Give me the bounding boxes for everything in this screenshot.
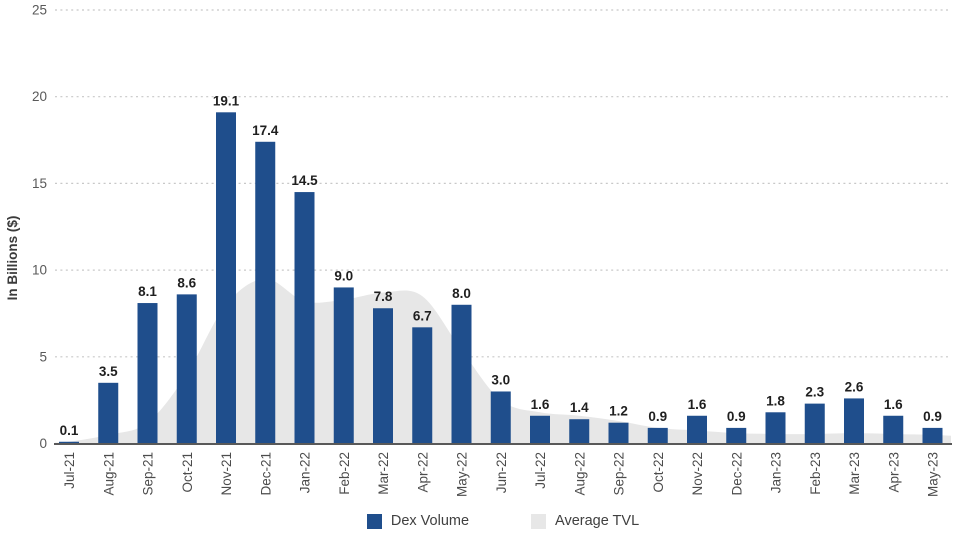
x-tick-label: Jul-22 [533,452,548,489]
bar-value-label: 0.9 [648,409,667,424]
bar [569,419,590,445]
bar [765,412,786,445]
bar [176,294,197,445]
x-tick-label: Apr-22 [415,452,430,493]
bar-value-label: 14.5 [291,173,318,188]
x-tick-label: Nov-21 [219,452,234,496]
x-tick-label: Sep-21 [141,452,156,496]
x-tick-label: Sep-22 [612,452,627,496]
x-tick-label: Jan-23 [769,452,784,493]
average-tvl-area [55,278,951,444]
bar [804,403,825,445]
x-tick-label: Oct-21 [180,452,195,493]
bar-value-label: 1.6 [531,397,550,412]
x-tick-label: Dec-21 [258,452,273,496]
bar-value-label: 3.5 [99,364,118,379]
bar [922,427,943,445]
x-tick-label: Mar-22 [376,452,391,495]
chart-svg: 0.1 3.5 8.1 8.6 19.1 17.4 14.5 9.0 7.8 6.7 8.0 3.0 1… [5,3,952,497]
bar-value-label: 8.6 [177,275,196,290]
bar [726,427,747,445]
bar [490,391,511,445]
bar [451,304,472,445]
x-tick-label: Dec-22 [729,452,744,496]
bar [98,382,119,445]
x-tick-label: Nov-22 [690,452,705,496]
bar-value-label: 0.1 [60,423,79,438]
bar-value-label: 2.3 [805,385,824,400]
bar [530,415,550,445]
bar-value-label: 7.8 [374,289,393,304]
bar [608,422,629,445]
legend: Dex Volume Average TVL [55,513,951,529]
bar-value-label: 1.4 [570,400,589,415]
bar [294,192,315,445]
bar [137,303,158,445]
x-tick-label: Jan-22 [298,452,313,493]
x-tick-label: Jun-22 [494,452,509,493]
bar [647,427,668,445]
x-tick-label: Mar-23 [847,452,862,495]
bar-value-label: 17.4 [252,123,279,138]
average-tvl-swatch [531,513,547,529]
x-tick-label: Jul-21 [62,452,77,489]
x-tick-label: Apr-23 [886,452,901,493]
bar-value-label: 8.1 [138,284,157,299]
bar-value-label: 6.7 [413,308,432,323]
y-axis-title: In Billions ($) [5,216,20,301]
bar [373,308,393,445]
bar-value-label: 0.9 [923,409,942,424]
bar [333,287,354,445]
bar [255,141,276,445]
bar-value-label: 2.6 [845,379,864,394]
legend-item-dex-volume: Dex Volume [366,513,470,529]
x-tick-label: Feb-22 [337,452,352,495]
bar-value-label: 8.0 [452,286,471,301]
bar-value-label: 1.6 [884,397,903,412]
bar-value-label: 1.6 [688,397,707,412]
bar-value-label: 3.0 [491,372,510,387]
y-tick-label: 0 [39,436,47,451]
y-tick-label: 10 [32,263,47,278]
legend-label-average-tvl: Average TVL [555,513,640,529]
y-tick-label: 5 [39,349,47,364]
x-tick-label: Feb-23 [808,452,823,495]
legend-label-dex-volume: Dex Volume [390,513,470,529]
x-tick-label: Aug-22 [572,452,587,496]
bar-value-label: 19.1 [213,93,240,108]
y-tick-label: 20 [32,89,47,104]
bar [883,415,904,445]
x-tick-label: Aug-21 [101,452,116,496]
bar [844,398,864,445]
y-tick-label: 25 [32,3,47,18]
x-tick-label: Oct-22 [651,452,666,493]
x-tick-label: May-23 [926,452,941,497]
y-tick-label: 15 [32,176,47,191]
dex-volume-swatch [366,513,382,529]
bar [412,327,433,445]
bar-value-label: 1.8 [766,393,785,408]
x-tick-label: May-22 [455,452,470,497]
bar-value-label: 1.2 [609,404,628,419]
legend-item-average-tvl: Average TVL [531,513,639,529]
bar [687,415,707,445]
bar-value-label: 0.9 [727,409,746,424]
bar-value-label: 9.0 [334,268,353,283]
bar [216,112,236,445]
